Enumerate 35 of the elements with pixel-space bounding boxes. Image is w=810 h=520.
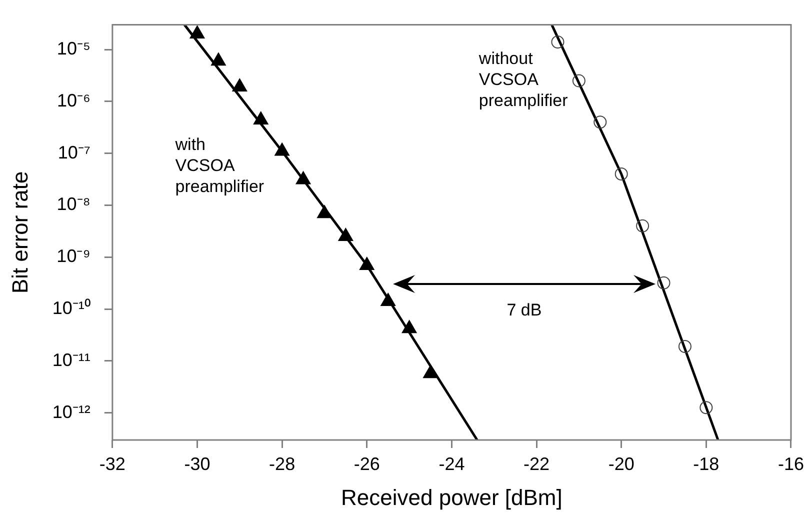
x-tick-label: -28 [269, 454, 296, 474]
y-tick-label: 10⁻¹⁰ [52, 298, 90, 318]
y-tick-label: 10⁻⁵ [56, 38, 90, 59]
x-axis-title: Received power [dBm] [341, 484, 562, 510]
y-tick-label: 10⁻¹² [52, 402, 90, 422]
point [402, 320, 417, 334]
point [423, 365, 438, 378]
x-tick-label: -24 [438, 454, 465, 474]
point [678, 340, 692, 353]
x-tick-label: -26 [354, 454, 380, 474]
point [359, 257, 374, 270]
y-tick-label: 10⁻⁸ [56, 194, 90, 214]
point [338, 228, 354, 242]
y-tick-label: 10⁻⁷ [58, 142, 90, 162]
point [296, 171, 311, 184]
y-tick-label: 10⁻⁹ [56, 246, 90, 266]
x-tick-label: -22 [524, 454, 550, 474]
x-tick-label: -32 [99, 454, 126, 474]
y-tick-label: 10⁻¹¹ [52, 350, 90, 370]
y-axis-title: Bit error rate [7, 171, 32, 294]
point [380, 292, 396, 306]
x-tick-label: -16 [778, 454, 804, 474]
series-label: with VCSOA preamplifier [174, 134, 264, 196]
point [211, 52, 226, 66]
point [317, 205, 332, 218]
y-tick-label: 10⁻⁶ [56, 90, 90, 110]
point [190, 25, 205, 38]
series-label: without VCSOA preamplifier [478, 48, 568, 110]
x-tick-label: -20 [608, 454, 634, 474]
x-tick-label: -18 [693, 454, 720, 474]
point [253, 111, 268, 124]
annotation: 7 dB [506, 300, 542, 320]
point [232, 78, 248, 92]
point [274, 142, 290, 156]
x-tick-label: -30 [184, 454, 210, 474]
